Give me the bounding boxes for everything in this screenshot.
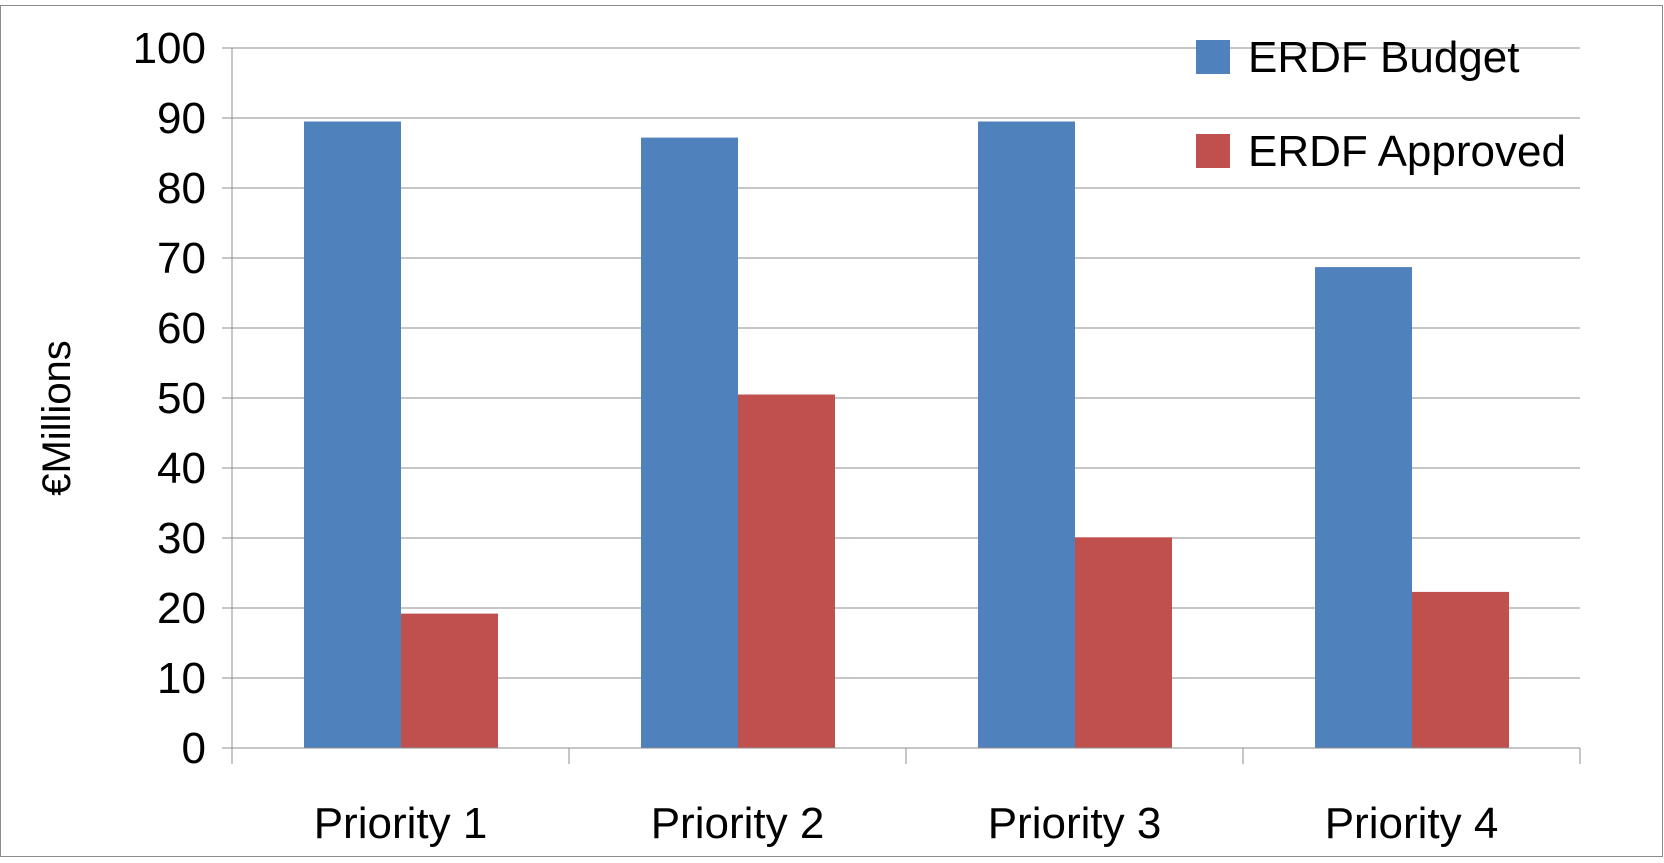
legend-swatch-budget: [1196, 40, 1230, 74]
y-tick-label: 40: [157, 444, 206, 493]
y-tick-label: 90: [157, 94, 206, 143]
bar-approved: [401, 613, 498, 748]
x-tick-labels: Priority 1 Priority 2 Priority 3 Priority 4: [314, 799, 1499, 848]
y-tick-label: 30: [157, 514, 206, 563]
y-tick-label: 50: [157, 374, 206, 423]
legend-swatch-approved: [1196, 134, 1230, 168]
x-tick-label: Priority 1: [314, 799, 488, 848]
legend-label-approved: ERDF Approved: [1248, 127, 1566, 176]
bars: [304, 121, 1509, 749]
y-axis-label: €Millions: [35, 340, 79, 496]
axes: [222, 47, 1581, 764]
y-tick-label: 10: [157, 654, 206, 703]
bar-budget: [304, 121, 401, 748]
y-tick-label: 60: [157, 304, 206, 353]
x-tick-label: Priority 3: [988, 799, 1162, 848]
legend-label-budget: ERDF Budget: [1248, 33, 1519, 82]
bar-approved: [738, 394, 835, 748]
bar-budget: [1315, 267, 1412, 748]
bar-approved: [1075, 537, 1172, 748]
y-tick-label: 80: [157, 164, 206, 213]
y-tick-label: 20: [157, 584, 206, 633]
bar-approved: [1412, 591, 1509, 748]
y-tick-label: 0: [182, 724, 206, 773]
legend: ERDF Budget ERDF Approved: [1196, 33, 1566, 176]
bar-budget: [978, 121, 1075, 748]
y-tick-label: 100: [133, 24, 206, 73]
y-tick-label: 70: [157, 234, 206, 283]
x-tick-label: Priority 2: [651, 799, 825, 848]
x-tick-label: Priority 4: [1325, 799, 1499, 848]
bar-budget: [641, 137, 738, 749]
y-tick-labels: 0 10 20 30 40 50 60 70 80 90 100: [133, 24, 206, 773]
